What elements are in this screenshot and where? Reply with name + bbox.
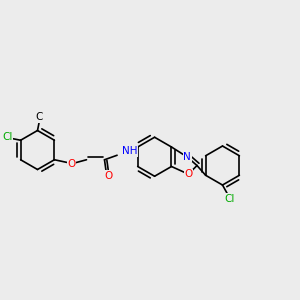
Text: N: N	[183, 152, 191, 162]
Text: NH: NH	[122, 146, 137, 156]
Text: O: O	[68, 159, 76, 169]
Text: O: O	[184, 169, 193, 179]
Text: Cl: Cl	[224, 194, 235, 203]
Text: C: C	[35, 112, 43, 122]
Text: Cl: Cl	[2, 132, 12, 142]
Text: O: O	[104, 171, 112, 181]
